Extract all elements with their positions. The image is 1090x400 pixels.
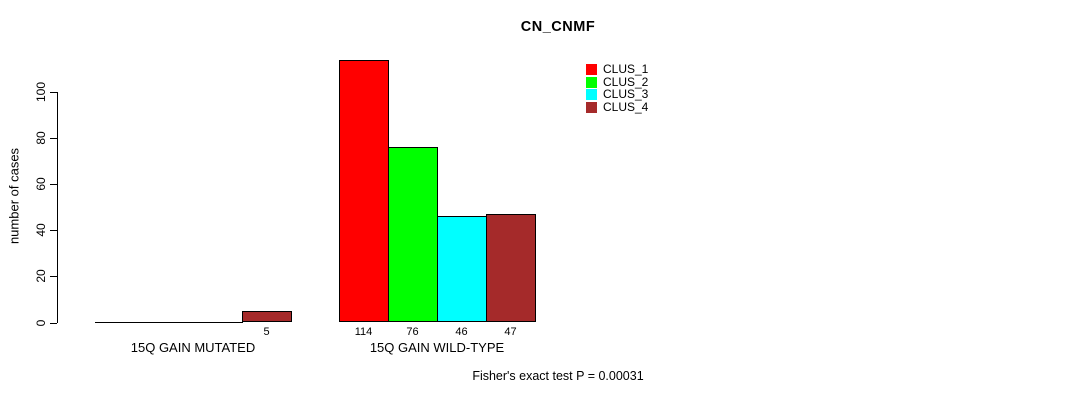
bar-clus_4 [486,214,536,323]
legend-label: CLUS_3 [603,87,649,101]
legend-swatch-clus_4 [586,101,597,113]
bar-clus_3 [437,216,487,323]
bar-clus_1 [339,59,389,323]
y-tick-label: 0 [34,319,48,326]
y-tick-label: 60 [34,177,48,191]
y-tick [50,276,57,278]
legend-label: CLUS_1 [603,62,649,76]
bar-value-label: 76 [406,326,419,338]
zero-bar-clus_3 [193,321,243,323]
y-axis-line [57,92,58,323]
zero-bar-clus_1 [95,321,145,323]
y-tick [50,92,57,93]
fisher-test-annotation: Fisher's exact test P = 0.00031 [472,369,644,383]
bar-value-label: 5 [263,326,270,338]
y-tick [50,184,57,186]
bar-clus_4 [242,310,292,323]
bar-value-label: 46 [455,326,468,338]
y-tick-label: 80 [34,131,48,145]
y-tick-label: 100 [34,81,48,103]
y-tick [50,138,57,140]
y-axis-label: number of cases [6,147,22,245]
bar-clus_2 [388,147,438,323]
bar-value-label: 114 [354,326,373,338]
legend-swatch-clus_1 [586,64,597,75]
legend-label: CLUS_4 [603,99,649,114]
zero-bar-clus_2 [144,321,194,323]
y-tick [50,322,57,324]
group-label: 15Q GAIN MUTATED [130,340,256,355]
chart-title: CN_CNMF [520,19,596,35]
legend-swatch-clus_3 [586,89,597,100]
y-tick [50,230,57,232]
legend-swatch-clus_2 [586,76,597,88]
group-label: 15Q GAIN WILD-TYPE [369,340,505,355]
y-tick-label: 20 [34,269,48,284]
y-tick-label: 40 [34,223,48,237]
legend-label: CLUS_2 [603,74,649,89]
bar-value-label: 47 [504,326,517,338]
